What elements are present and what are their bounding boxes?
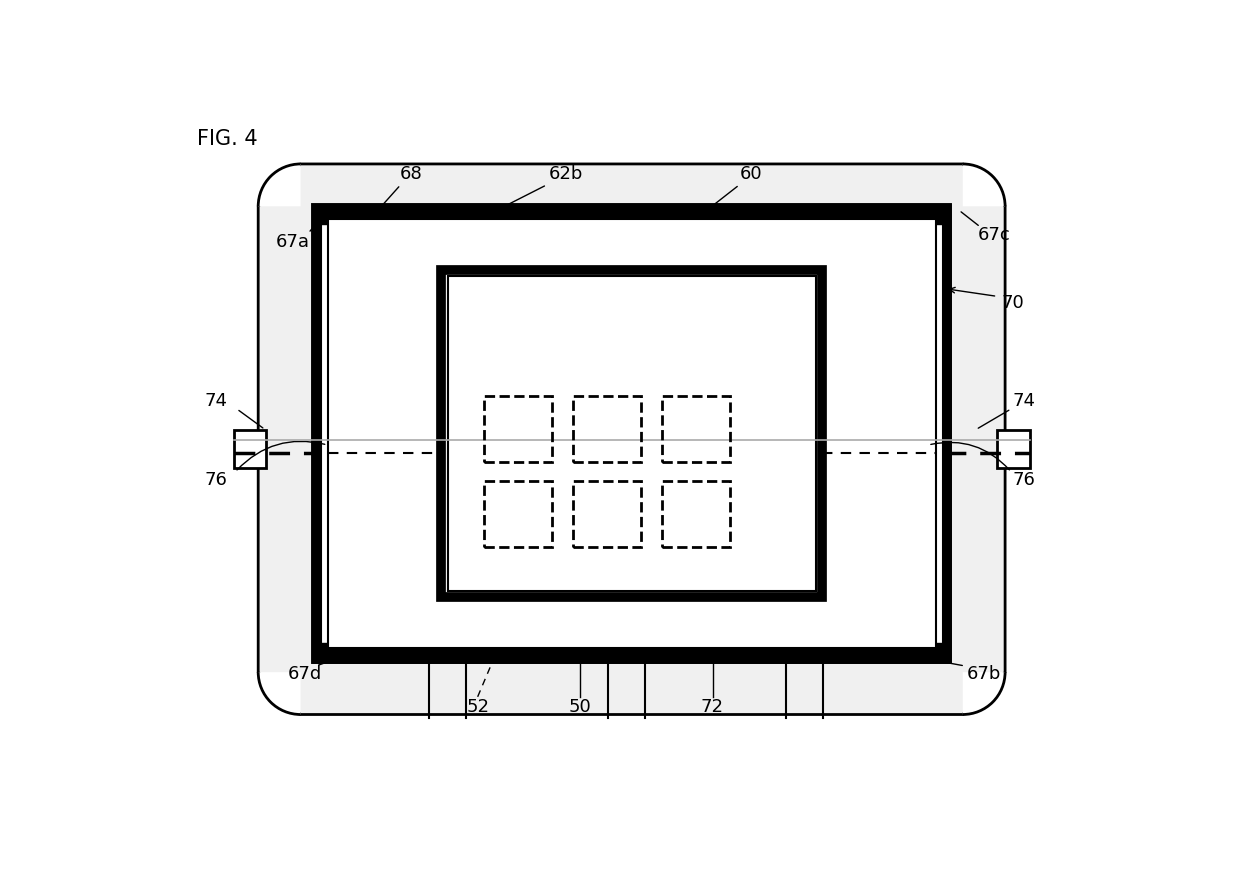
Polygon shape: [319, 210, 325, 657]
Polygon shape: [997, 429, 1029, 468]
Polygon shape: [321, 212, 942, 654]
Text: 74: 74: [1013, 392, 1035, 410]
Polygon shape: [327, 219, 936, 648]
Polygon shape: [319, 210, 945, 657]
Text: 67a: 67a: [275, 234, 310, 251]
Polygon shape: [448, 276, 816, 590]
Polygon shape: [962, 164, 1006, 206]
Polygon shape: [233, 429, 265, 468]
Polygon shape: [319, 210, 945, 657]
Text: 74: 74: [205, 392, 227, 410]
Polygon shape: [962, 672, 1006, 714]
Polygon shape: [441, 270, 822, 596]
Text: 67c: 67c: [978, 226, 1011, 243]
Polygon shape: [258, 164, 300, 206]
Text: 67b: 67b: [967, 665, 1001, 682]
Polygon shape: [939, 210, 945, 657]
Polygon shape: [319, 210, 945, 224]
Text: FIG. 4: FIG. 4: [197, 129, 257, 150]
Text: 76: 76: [1013, 471, 1035, 489]
Polygon shape: [258, 672, 300, 714]
Text: 62b: 62b: [549, 165, 583, 183]
Text: 50: 50: [569, 697, 591, 716]
Text: 76: 76: [205, 471, 227, 489]
Polygon shape: [319, 643, 945, 657]
Polygon shape: [258, 164, 1006, 714]
Text: 67d: 67d: [288, 665, 321, 682]
Text: 68: 68: [399, 165, 422, 183]
Text: 72: 72: [701, 697, 724, 716]
Text: 52: 52: [466, 697, 489, 716]
Text: 70: 70: [1001, 294, 1024, 312]
Text: 60: 60: [740, 165, 763, 183]
